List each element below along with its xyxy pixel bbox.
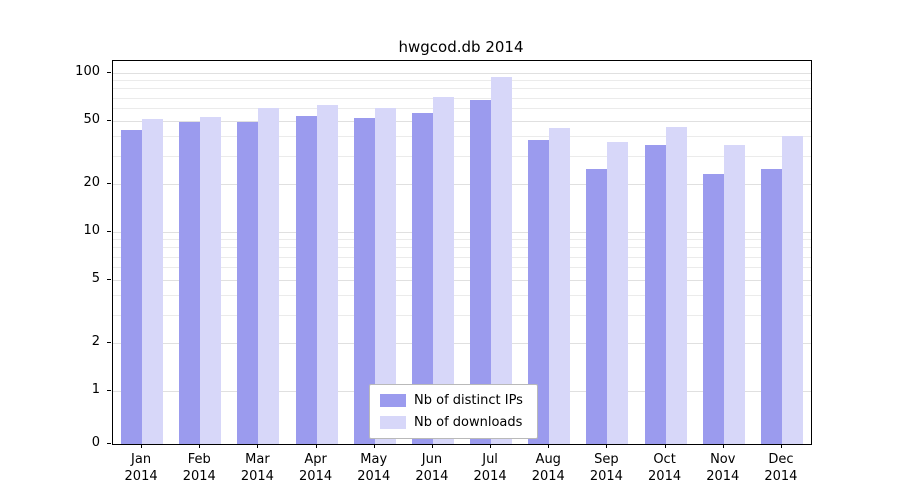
gridline-2 bbox=[113, 343, 811, 345]
bar-nb-of-distinct-ips-sep bbox=[586, 169, 608, 444]
bar-nb-of-distinct-ips-feb bbox=[179, 122, 201, 444]
y-tick-label-0: 0 bbox=[91, 435, 100, 450]
x-tick-mark-feb bbox=[199, 444, 201, 448]
y-tick-mark-0 bbox=[107, 443, 111, 444]
x-tick-label-aug: Aug 2014 bbox=[531, 452, 565, 484]
legend-label-downloads: Nb of downloads bbox=[414, 415, 523, 430]
bar-nb-of-distinct-ips-oct bbox=[644, 145, 666, 444]
bar-nb-of-distinct-ips-jan bbox=[121, 130, 143, 444]
x-tick-label-jan: Jan 2014 bbox=[124, 452, 158, 484]
x-tick-mark-may bbox=[373, 444, 375, 448]
legend: Nb of distinct IPs Nb of downloads bbox=[369, 384, 538, 439]
bar-nb-of-downloads-sep bbox=[607, 142, 629, 444]
gridline-5 bbox=[113, 279, 811, 281]
gridline-50 bbox=[113, 120, 811, 122]
gridline-70 bbox=[113, 97, 811, 99]
bar-nb-of-distinct-ips-may bbox=[353, 118, 375, 444]
gridline-100 bbox=[113, 73, 811, 74]
gridline-40 bbox=[113, 136, 811, 138]
x-tick-mark-jun bbox=[431, 444, 433, 448]
gridline-80 bbox=[113, 88, 811, 90]
x-tick-label-dec: Dec 2014 bbox=[764, 452, 798, 484]
x-tick-mark-oct bbox=[664, 444, 666, 448]
y-tick-mark-50 bbox=[107, 119, 111, 121]
y-tick-label-1: 1 bbox=[91, 382, 100, 397]
y-tick-label-5: 5 bbox=[91, 270, 100, 286]
y-tick-label-20: 20 bbox=[83, 175, 100, 191]
gridline-30 bbox=[113, 156, 811, 158]
bar-nb-of-downloads-oct bbox=[665, 127, 687, 444]
gridline-20 bbox=[113, 184, 811, 186]
legend-label-distinct-ips: Nb of distinct IPs bbox=[414, 393, 523, 408]
x-tick-label-sep: Sep 2014 bbox=[589, 452, 623, 484]
chart-title: hwgcod.db 2014 bbox=[398, 38, 524, 56]
bar-nb-of-distinct-ips-apr bbox=[295, 116, 317, 444]
gridline-10 bbox=[113, 232, 811, 233]
gridline-4 bbox=[113, 295, 811, 297]
legend-swatch-distinct-ips bbox=[380, 394, 406, 407]
bar-nb-of-distinct-ips-jul bbox=[470, 100, 492, 444]
y-tick-mark-20 bbox=[107, 183, 111, 185]
y-tick-label-2: 2 bbox=[91, 334, 100, 350]
y-tick-mark-1 bbox=[107, 390, 111, 391]
x-tick-label-jun: Jun 2014 bbox=[415, 452, 449, 484]
gridline-3 bbox=[113, 315, 811, 317]
y-tick-mark-2 bbox=[107, 342, 111, 344]
bar-nb-of-downloads-apr bbox=[316, 105, 338, 444]
bar-nb-of-downloads-jun bbox=[432, 97, 454, 444]
bar-nb-of-downloads-jan bbox=[142, 119, 164, 444]
bar-nb-of-distinct-ips-nov bbox=[702, 174, 724, 444]
bar-nb-of-distinct-ips-jun bbox=[411, 113, 433, 444]
y-tick-mark-5 bbox=[107, 278, 111, 280]
legend-item-downloads: Nb of downloads bbox=[380, 415, 523, 430]
x-tick-mark-jul bbox=[490, 444, 492, 448]
x-tick-mark-sep bbox=[606, 444, 608, 448]
x-tick-label-apr: Apr 2014 bbox=[299, 452, 333, 484]
bar-nb-of-distinct-ips-dec bbox=[760, 169, 782, 444]
y-tick-mark-10 bbox=[107, 231, 111, 232]
bar-nb-of-downloads-feb bbox=[200, 117, 222, 444]
bar-nb-of-downloads-nov bbox=[723, 145, 745, 444]
y-tick-label-50: 50 bbox=[83, 111, 100, 127]
plot-area: Nb of distinct IPs Nb of downloads bbox=[112, 60, 812, 445]
x-tick-label-feb: Feb 2014 bbox=[182, 452, 216, 484]
gridline-90 bbox=[113, 80, 811, 82]
bar-nb-of-distinct-ips-aug bbox=[528, 140, 550, 444]
bar-nb-of-distinct-ips-mar bbox=[237, 122, 259, 444]
x-tick-label-jul: Jul 2014 bbox=[473, 452, 507, 484]
gridline-9 bbox=[113, 239, 811, 241]
y-tick-label-100: 100 bbox=[75, 64, 100, 79]
gridline-8 bbox=[113, 247, 811, 249]
legend-swatch-downloads bbox=[380, 416, 406, 429]
x-tick-mark-nov bbox=[722, 444, 724, 448]
x-tick-mark-jan bbox=[141, 444, 143, 448]
bar-nb-of-downloads-aug bbox=[549, 128, 571, 444]
x-tick-label-oct: Oct 2014 bbox=[648, 452, 682, 484]
x-tick-label-mar: Mar 2014 bbox=[240, 452, 274, 484]
gridline-60 bbox=[113, 108, 811, 110]
bar-nb-of-downloads-dec bbox=[781, 136, 803, 444]
x-tick-mark-aug bbox=[548, 444, 550, 448]
bar-nb-of-downloads-jul bbox=[491, 77, 513, 444]
x-tick-mark-mar bbox=[257, 444, 259, 448]
x-tick-label-may: May 2014 bbox=[357, 452, 391, 484]
y-tick-label-10: 10 bbox=[83, 223, 100, 238]
gridline-7 bbox=[113, 256, 811, 258]
bar-nb-of-downloads-may bbox=[374, 108, 396, 444]
legend-item-distinct-ips: Nb of distinct IPs bbox=[380, 393, 523, 408]
bar-nb-of-downloads-mar bbox=[258, 108, 280, 444]
y-tick-mark-100 bbox=[107, 72, 111, 73]
gridline-6 bbox=[113, 267, 811, 269]
x-tick-mark-apr bbox=[315, 444, 317, 448]
x-tick-label-nov: Nov 2014 bbox=[706, 452, 740, 484]
x-tick-mark-dec bbox=[780, 444, 782, 448]
